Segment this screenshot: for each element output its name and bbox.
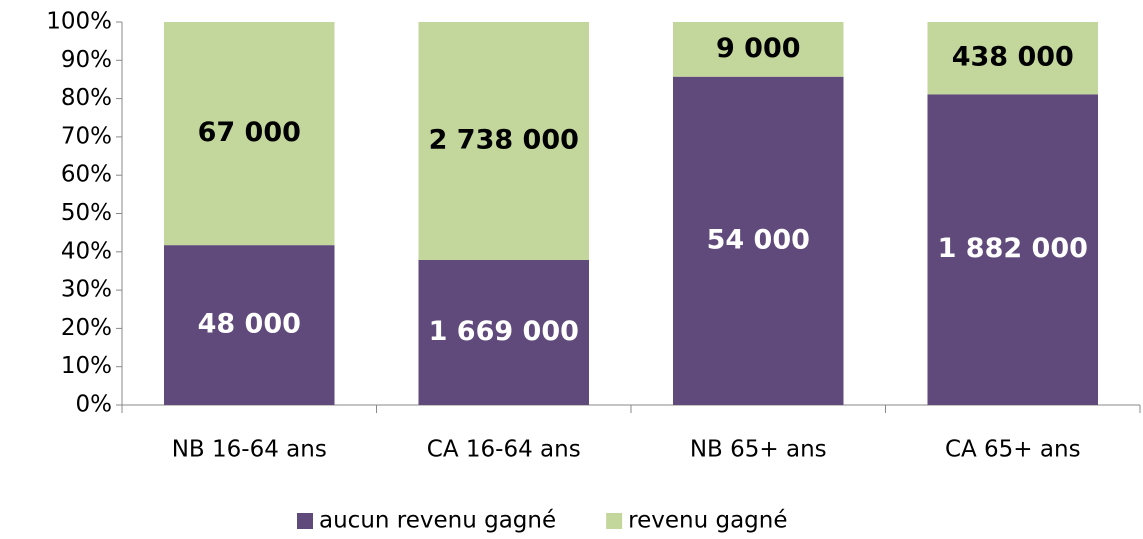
data-label: 438 000 — [952, 42, 1074, 73]
data-label: 54 000 — [707, 224, 810, 255]
bar-segment — [672, 76, 844, 405]
y-tick-label: 80% — [61, 85, 112, 111]
legend-label: aucun revenu gagné — [319, 508, 556, 534]
y-tick-label: 40% — [61, 238, 112, 264]
y-tick-label: 30% — [61, 277, 112, 303]
data-label: 1 882 000 — [938, 233, 1088, 264]
bar-segment — [163, 22, 335, 246]
y-tick-label: 100% — [46, 9, 112, 35]
x-tick-label: NB 16-64 ans — [172, 437, 327, 463]
y-tick-label: 60% — [61, 162, 112, 188]
bar-segment — [163, 245, 335, 405]
data-label: 2 738 000 — [429, 124, 579, 155]
x-tick-label: CA 16-64 ans — [427, 437, 581, 463]
y-tick-label: 90% — [61, 47, 112, 73]
x-tick-label: NB 65+ ans — [690, 437, 827, 463]
bar-segment — [672, 22, 844, 77]
bar-segment — [418, 22, 590, 260]
legend-label: revenu gagné — [628, 508, 787, 534]
y-tick-label: 0% — [76, 392, 113, 418]
y-tick-label: 10% — [61, 353, 112, 379]
data-label: 67 000 — [198, 117, 301, 148]
legend-swatch — [606, 513, 623, 529]
y-tick-label: 70% — [61, 123, 112, 149]
bar-segment — [927, 94, 1099, 405]
data-label: 1 669 000 — [429, 316, 579, 347]
legend-swatch — [297, 513, 313, 529]
data-label: 9 000 — [716, 33, 801, 64]
y-tick-label: 50% — [61, 200, 112, 226]
data-label: 48 000 — [198, 309, 301, 340]
y-tick-label: 20% — [61, 315, 112, 341]
bar-segment — [927, 22, 1099, 95]
bar-segment — [418, 259, 590, 405]
x-tick-label: CA 65+ ans — [945, 437, 1081, 463]
